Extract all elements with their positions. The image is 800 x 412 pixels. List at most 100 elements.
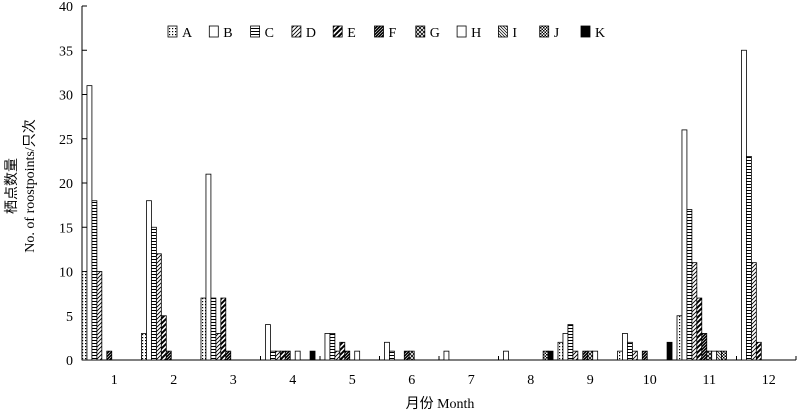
x-axis-title: 月份 Month [406,396,475,412]
bar-A-month-9 [557,341,564,361]
bar-C-month-10 [627,341,633,361]
bar-D-month-1 [96,271,103,361]
bar-K-month-8 [547,350,554,361]
bar-F-month-6 [403,350,410,361]
bar-E-month-5 [339,341,346,361]
bar-D-month-3 [215,333,222,361]
y-tick-label: 10 [59,266,73,281]
bar-B-month-6 [384,341,390,361]
bar-B-month-1 [86,85,93,361]
legend-label-G: G [430,26,440,41]
y-tick-label: 15 [59,221,73,236]
legend-swatch-J [539,25,550,38]
bar-I-month-11 [716,350,723,361]
y-axis-title-cn: 栖点数量 [4,158,20,214]
legend-swatch-K [580,25,591,38]
x-tick-label: 12 [762,373,776,388]
bar-H-month-11 [711,350,718,361]
bar-A-month-1 [81,271,88,361]
bar-B-month-3 [205,173,212,361]
y-tick-labels: 0 5 10 15 20 25 30 35 40 [59,0,73,369]
bar-F-month-1 [106,350,113,361]
bar-B-month-11 [681,129,688,361]
bar-F-month-9 [582,350,589,361]
legend-label-F: F [389,26,397,41]
bar-F-month-4 [284,350,291,361]
bar-A-month-2 [141,333,147,361]
bar-E-month-12 [755,341,762,361]
legend-label-K: K [595,26,605,41]
x-tick-label: 11 [702,373,715,388]
bar-C-month-6 [389,350,395,361]
y-tick-label: 35 [59,44,73,59]
legend-swatch-G [415,25,426,38]
bar-D-month-4 [274,350,281,361]
x-tick-label: 10 [643,373,657,388]
bar-K-month-4 [309,350,316,361]
legend-label-D: D [306,26,316,41]
legend-swatch-E [332,25,343,38]
legend-swatch-B [208,25,219,38]
bar-D-month-5 [334,350,341,361]
bar-E-month-3 [220,297,227,361]
bar-J-month-11 [721,350,727,361]
x-tick-label: 9 [587,373,594,388]
bar-B-month-10 [622,333,628,361]
legend-swatch-H [456,25,467,38]
bar-A-month-3 [200,297,207,361]
bar-F-month-10 [641,350,648,361]
legend-swatch-A [167,25,178,38]
bar-C-month-2 [151,226,157,361]
legend-label-H: H [471,26,481,41]
bar-J-month-8 [542,350,549,361]
bar-B-month-8 [503,350,509,361]
legend-label-B: B [223,26,232,41]
bar-B-month-9 [562,333,569,361]
x-tick-label: 8 [527,373,534,388]
bar-H-month-5 [354,350,361,361]
bar-D-month-9 [572,350,579,361]
bar-E-month-11 [696,297,703,361]
bar-E-month-4 [279,350,286,361]
legend-label-I: I [512,26,517,41]
x-tick-labels: 1 2 3 4 5 6 7 8 9 10 11 12 [111,373,776,388]
bar-B-month-5 [324,333,331,361]
y-tick-label: 30 [59,89,73,104]
bar-F-month-5 [344,350,351,361]
bar-B-month-2 [146,200,152,361]
bar-A-month-11 [676,315,683,361]
legend-swatch-D [291,25,302,38]
bar-G-month-6 [408,350,415,361]
bar-G-month-9 [587,350,594,361]
y-axis-title-en: No. of roostpoints/只次 [22,119,38,252]
bar-G-month-11 [706,350,713,361]
legend-label-C: C [265,26,274,41]
y-tick-label: 20 [59,177,73,192]
bar-C-month-12 [746,156,752,361]
x-tick-label: 6 [408,373,415,388]
bar-D-month-11 [691,262,698,361]
legend-label-J: J [554,26,560,41]
y-tick-label: 0 [66,354,73,369]
bar-H-month-9 [592,350,599,361]
bar-C-month-3 [210,297,217,361]
bar-F-month-11 [701,333,708,361]
bar-B-month-7 [443,350,450,361]
bar-D-month-12 [750,262,757,361]
bar-C-month-5 [329,333,336,361]
legend-label-A: A [182,26,193,41]
x-tick-label: 1 [111,373,118,388]
bar-C-month-4 [270,350,276,361]
bar-C-month-9 [567,324,574,361]
legend-swatch-C [250,25,261,38]
bar-C-month-11 [686,209,693,361]
bar-D-month-2 [155,253,162,361]
x-tick-label: 5 [349,373,356,388]
bar-D-month-10 [631,350,638,361]
y-tick-label: 40 [59,0,73,15]
bar-F-month-2 [165,350,172,361]
bars [81,49,762,361]
bar-H-month-4 [294,350,301,361]
y-tick-label: 5 [66,310,73,325]
